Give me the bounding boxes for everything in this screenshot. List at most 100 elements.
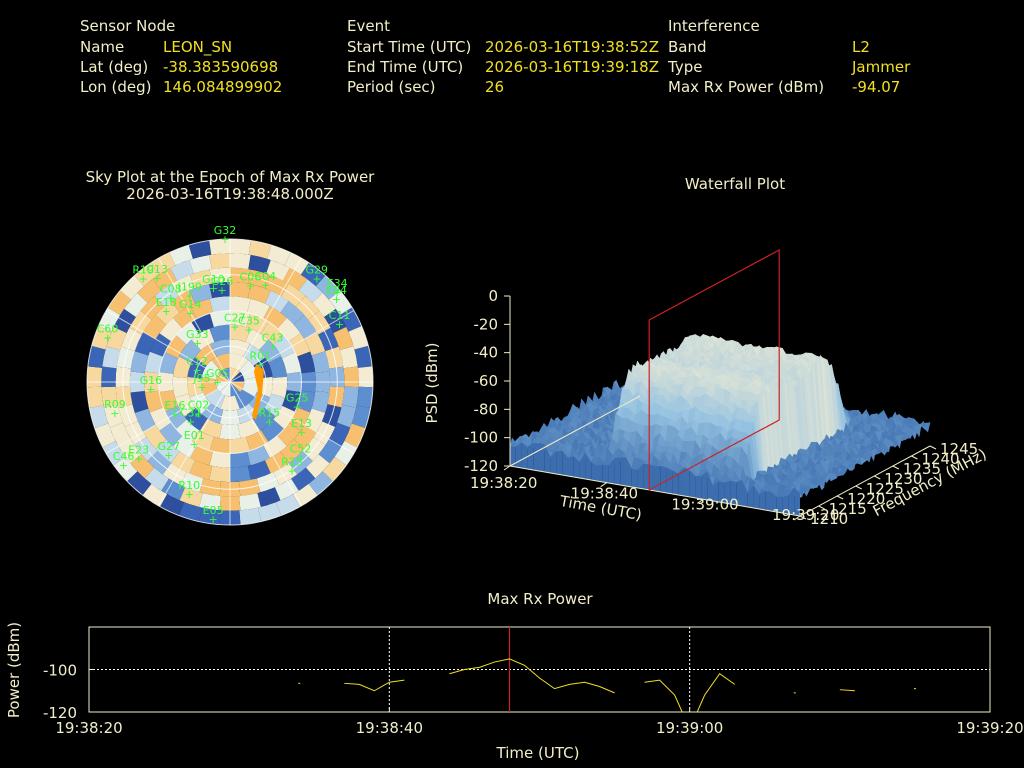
sky-cell bbox=[296, 390, 316, 413]
sky-cell bbox=[144, 351, 164, 374]
sky-cell bbox=[199, 493, 221, 511]
sky-cell bbox=[230, 281, 251, 299]
sky-cell bbox=[178, 502, 203, 522]
sky-cell bbox=[245, 328, 269, 351]
sky-cell bbox=[239, 507, 262, 525]
sky-satellite: +R09 bbox=[104, 398, 126, 420]
sky-azimuth-line bbox=[105, 381, 231, 454]
sky-cell bbox=[304, 331, 326, 356]
sky-cell bbox=[178, 339, 202, 363]
sky-cell bbox=[209, 465, 230, 483]
sky-satellite: +C11 bbox=[329, 309, 351, 331]
sky-satellite: +G14 bbox=[179, 298, 202, 320]
sky-satellite: +C06 bbox=[240, 271, 262, 293]
sky-satellite-label: R09 bbox=[104, 398, 126, 411]
sky-cell bbox=[322, 456, 347, 482]
sky-satellite: +R15 bbox=[259, 406, 281, 428]
sky-satellite: +R25 bbox=[281, 456, 303, 478]
interference-maxpwr-value: -94.07 bbox=[852, 78, 901, 96]
sky-cell bbox=[130, 454, 155, 479]
sky-satellite: +G16 bbox=[140, 374, 163, 396]
sky-satellite-marker: + bbox=[230, 321, 239, 334]
sky-cell bbox=[143, 424, 167, 449]
sky-satellite-marker: + bbox=[170, 408, 179, 421]
skyplot-title: Sky Plot at the Epoch of Max Rx Power bbox=[85, 168, 375, 186]
sky-cell bbox=[342, 386, 359, 408]
sky-cell bbox=[101, 386, 118, 408]
sky-cell bbox=[98, 307, 121, 332]
sky-cell bbox=[160, 494, 185, 516]
sky-cell bbox=[189, 254, 212, 274]
sky-satellite-label: C08 bbox=[160, 282, 182, 295]
waterfall-surface bbox=[509, 334, 931, 516]
line-chart-x-tick-label: 19:39:20 bbox=[956, 719, 1023, 737]
sky-satellite-marker: + bbox=[110, 407, 119, 420]
sky-azimuth-line bbox=[229, 257, 302, 383]
sky-satellite-label: R19 bbox=[132, 264, 154, 277]
sky-cell bbox=[103, 404, 124, 428]
sky-cell bbox=[280, 439, 305, 463]
sky-satellite-label: C12 bbox=[186, 355, 208, 368]
sky-satellite: +E05 bbox=[203, 504, 224, 526]
sky-satellite-marker: + bbox=[190, 438, 199, 451]
sky-cell bbox=[291, 467, 316, 491]
sky-cell bbox=[277, 422, 301, 447]
sky-cell bbox=[137, 279, 162, 303]
event-start-value: 2026-03-16T19:38:52Z bbox=[485, 38, 659, 56]
sky-satellite-label: G32 bbox=[214, 224, 237, 237]
sky-satellite-label: G25 bbox=[286, 391, 309, 404]
sky-cell bbox=[237, 418, 261, 439]
interference-band-label: Band bbox=[668, 38, 707, 56]
sky-cell bbox=[308, 471, 333, 496]
sky-cell bbox=[293, 315, 317, 340]
sky-cell bbox=[149, 333, 172, 357]
sky-satellite: +C35 bbox=[238, 315, 260, 337]
sky-max-power-marker bbox=[252, 364, 264, 420]
sky-satellite: +E16 bbox=[164, 399, 185, 421]
sky-cell bbox=[247, 298, 270, 319]
sky-satellite: +E23 bbox=[128, 444, 149, 466]
sky-cell bbox=[234, 389, 255, 409]
sky-satellite: +R19 bbox=[132, 264, 154, 286]
sky-satellite-marker: + bbox=[209, 513, 218, 526]
sky-satellite-label: G27 bbox=[157, 440, 180, 453]
sky-cell bbox=[268, 356, 287, 379]
sky-cell bbox=[144, 390, 164, 413]
sky-satellite-label: E05 bbox=[203, 504, 224, 517]
sky-satellite-marker: + bbox=[186, 307, 195, 320]
sky-satellite: +G32 bbox=[214, 224, 237, 246]
sky-cell bbox=[339, 307, 362, 332]
sky-cell bbox=[304, 408, 326, 433]
sky-satellite-label: E16 bbox=[164, 399, 185, 412]
sky-cell bbox=[143, 315, 167, 340]
sky-cell bbox=[175, 321, 200, 345]
sky-cell bbox=[258, 339, 282, 363]
sky-cell bbox=[144, 467, 169, 491]
sky-cell bbox=[190, 445, 213, 466]
sky-satellite-marker: + bbox=[162, 305, 171, 318]
sky-satellite-label: J95 bbox=[192, 372, 210, 385]
sky-cell bbox=[102, 440, 126, 466]
sky-satellite-marker: + bbox=[103, 331, 112, 344]
sky-satellite-marker: + bbox=[166, 291, 175, 304]
sky-satellite: +E01 bbox=[184, 429, 205, 451]
sky-satellite: +E18 bbox=[156, 296, 177, 318]
sky-cell bbox=[288, 407, 311, 431]
sky-cell bbox=[209, 296, 230, 313]
sky-cell bbox=[348, 326, 369, 350]
sky-satellite-label: R15 bbox=[259, 406, 281, 419]
sky-cell bbox=[260, 321, 285, 345]
sky-satellite-marker: + bbox=[213, 376, 222, 389]
sky-satellite: +G26 bbox=[211, 275, 234, 297]
sky-satellite: +G29 bbox=[306, 264, 329, 286]
sky-satellite-label: G26 bbox=[211, 275, 234, 288]
sky-cell bbox=[134, 262, 159, 287]
sky-cell bbox=[257, 487, 281, 507]
sky-satellite-label: C27 bbox=[224, 312, 246, 325]
sky-cell bbox=[274, 478, 299, 501]
sky-cell bbox=[356, 386, 373, 408]
sky-cell bbox=[354, 345, 373, 368]
sky-satellite-marker: + bbox=[244, 324, 253, 337]
